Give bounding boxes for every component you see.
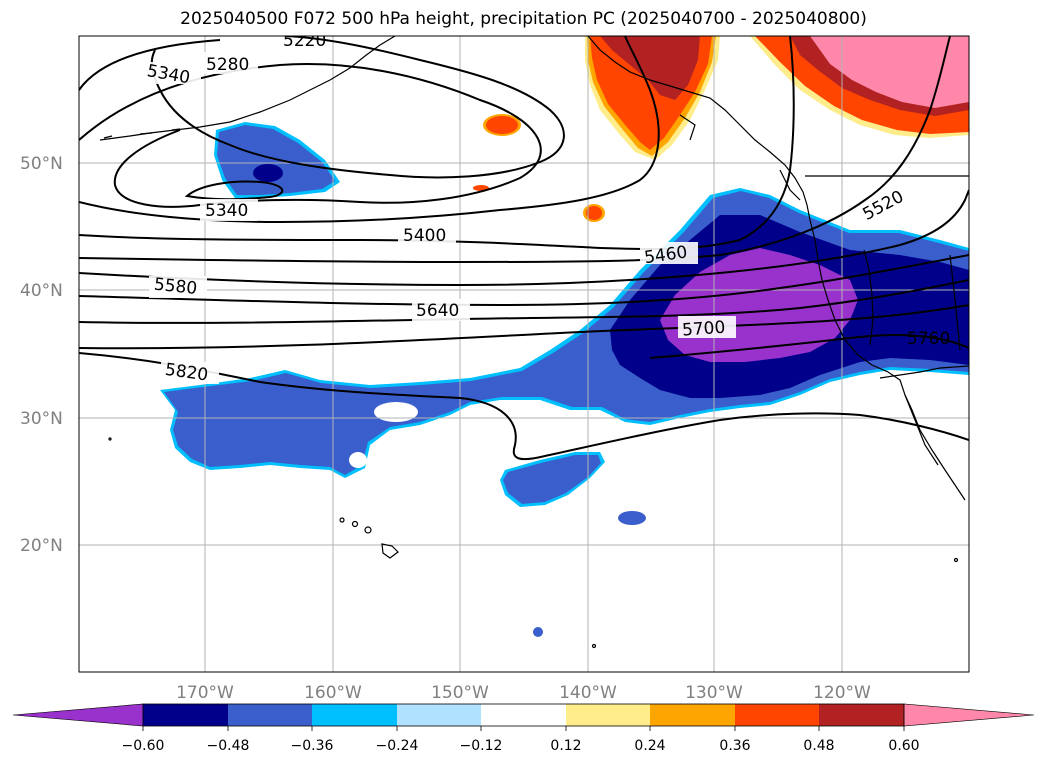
- colorbar-segment: [566, 704, 650, 726]
- lat-label-30n: 30°N: [20, 409, 63, 429]
- colorbar-segment: [228, 704, 312, 726]
- lon-label-150w: 150°W: [431, 683, 489, 703]
- contour-labels: 5220 5280 5340 5340 5400 5460 5520 5580 …: [143, 31, 950, 386]
- colorbar-segment: [481, 704, 566, 726]
- colorbar-segment: [312, 704, 397, 726]
- lat-label-50n: 50°N: [20, 154, 63, 174]
- lon-label-170w: 170°W: [176, 683, 234, 703]
- contour-label-5220: 5220: [283, 31, 326, 51]
- lon-label-140w: 140°W: [559, 683, 617, 703]
- negative-anomaly-shading: [160, 122, 969, 637]
- contour-label-5280: 5280: [206, 55, 249, 75]
- colorbar: −0.60 −0.48 −0.36 −0.24 −0.12 0.12 0.24 …: [12, 703, 1035, 754]
- colorbar-segment: [735, 704, 819, 726]
- colorbar-segment: [143, 704, 228, 726]
- contour-label-5340: 5340: [205, 201, 248, 221]
- lat-label-20n: 20°N: [20, 536, 63, 556]
- latitude-labels: 50°N 40°N 30°N 20°N: [20, 154, 63, 556]
- colorbar-tick-label: −0.36: [291, 738, 334, 754]
- graticule: [79, 36, 969, 672]
- colorbar-segment: [819, 704, 904, 726]
- page-title: 2025040500 F072 500 hPa height, precipit…: [180, 9, 867, 29]
- colorbar-tick-label: 0.12: [550, 738, 581, 754]
- colorbar-segment: [397, 704, 481, 726]
- contour-label-5400: 5400: [403, 226, 446, 246]
- lat-label-40n: 40°N: [20, 281, 63, 301]
- contour-label-5700: 5700: [681, 318, 726, 341]
- colorbar-extend-min: [12, 703, 144, 727]
- colorbar-tick-label: −0.48: [207, 738, 250, 754]
- contour-label-5520: 5520: [860, 187, 908, 225]
- longitude-labels: 170°W 160°W 150°W 140°W 130°W 120°W: [176, 683, 871, 703]
- map-frame: [78, 35, 970, 673]
- colorbar-frame: [142, 703, 905, 727]
- colorbar-tick-label: −0.60: [122, 738, 165, 754]
- colorbar-extend-max: [903, 703, 1035, 727]
- colorbar-tick-label: 0.24: [634, 738, 665, 754]
- contour-label-5580: 5580: [153, 275, 198, 299]
- lon-label-160w: 160°W: [304, 683, 362, 703]
- lon-label-130w: 130°W: [685, 683, 743, 703]
- lon-label-120w: 120°W: [813, 683, 871, 703]
- contour-label-5760: 5760: [907, 329, 950, 349]
- colorbar-segment: [650, 704, 735, 726]
- positive-anomaly-shading: [473, 36, 969, 222]
- colorbar-tick-label: −0.24: [376, 738, 419, 754]
- map-area: 5220 5280 5340 5340 5400 5460 5520 5580 …: [79, 31, 969, 672]
- contour-label-5640: 5640: [416, 301, 459, 321]
- height-contours: [79, 36, 969, 461]
- colorbar-tick-label: 0.48: [803, 738, 834, 754]
- colorbar-tick-label: −0.12: [460, 738, 503, 754]
- colorbar-tick-label: 0.36: [719, 738, 750, 754]
- colorbar-tick-label: 0.60: [888, 738, 919, 754]
